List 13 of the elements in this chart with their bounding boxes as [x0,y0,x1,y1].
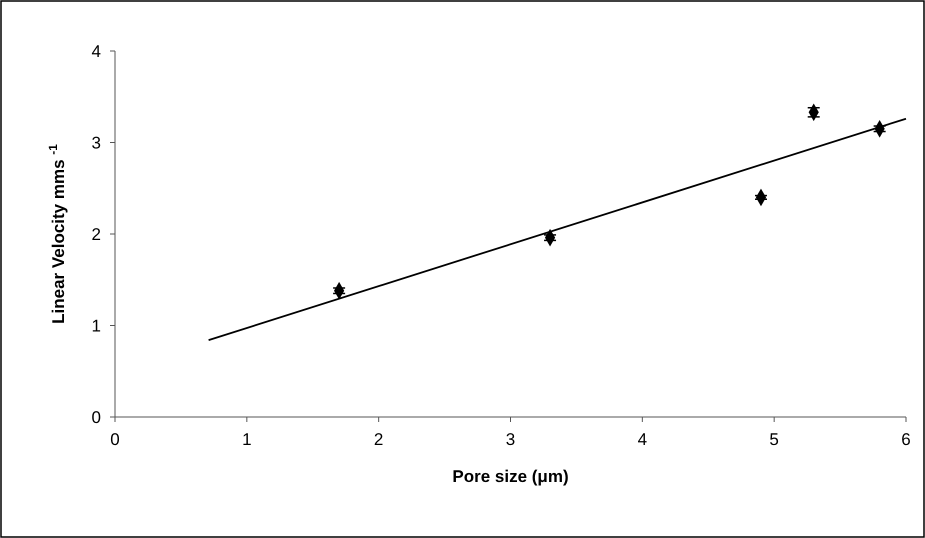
y-tick-label: 4 [92,42,101,61]
x-tick-label: 3 [506,430,516,449]
y-tick-label: 3 [92,133,101,152]
x-tick-label: 5 [769,430,779,449]
x-tick-label: 0 [110,430,120,449]
x-tick-label: 1 [242,430,252,449]
y-tick-label: 2 [92,224,101,244]
y-tick-label: 1 [92,316,101,336]
x-axis-title: Pore size (μm) [452,467,569,486]
x-tick-label: 4 [638,430,648,449]
x-tick-label: 2 [374,430,384,449]
y-tick-label: 0 [92,408,101,427]
x-tick-label: 6 [901,430,911,449]
